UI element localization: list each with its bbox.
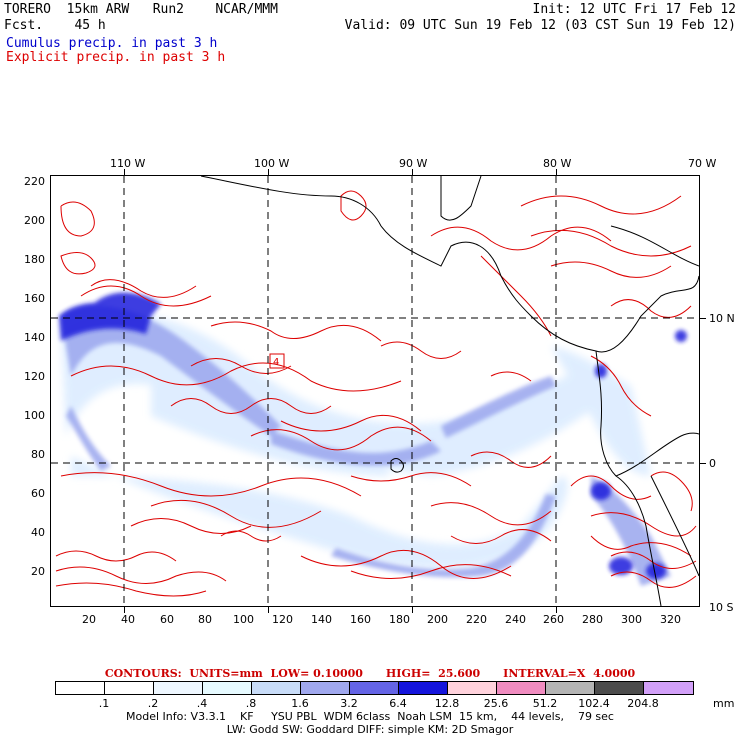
cumulus-shading-dark: [59, 292, 687, 579]
cumulus-shading-medium: [61, 306, 671, 586]
box-marker: 4: [269, 353, 285, 369]
y-tick-label: 100: [24, 409, 45, 422]
model-info-line1: Model Info: V3.3.1 KF YSU PBL WDM 6class…: [126, 710, 614, 723]
y-tick-label: 80: [31, 448, 45, 461]
colorbar-swatch: [301, 682, 350, 694]
model-title: TORERO 15km ARW Run2 NCAR/MMM: [4, 2, 278, 17]
colorbar-swatch: [399, 682, 448, 694]
x-tick-label: 60: [160, 613, 174, 626]
lon-label-100w: 100 W: [254, 157, 290, 170]
x-tick-label: 140: [311, 613, 332, 626]
colorbar-label: .4: [196, 697, 208, 710]
x-tick-label: 100: [233, 613, 254, 626]
colorbar-swatch: [448, 682, 497, 694]
x-tick-label: 280: [582, 613, 603, 626]
lat-label-0: 0: [709, 457, 716, 470]
x-tick-label: 200: [427, 613, 448, 626]
colorbar-label: 25.6: [483, 697, 509, 710]
colorbar-label: .1: [98, 697, 110, 710]
forecast-hour: Fcst. 45 h: [4, 18, 106, 33]
svg-text:4: 4: [273, 357, 279, 368]
colorbar-swatch: [252, 682, 301, 694]
colorbar-swatch: [644, 682, 693, 694]
colorbar-label: .8: [245, 697, 257, 710]
y-tick-label: 120: [24, 370, 45, 383]
x-tick-label: 260: [543, 613, 564, 626]
x-tick-label: 320: [660, 613, 681, 626]
x-tick-label: 220: [466, 613, 487, 626]
colorbar-label: 1.6: [291, 697, 309, 710]
x-tick-label: 300: [621, 613, 642, 626]
y-tick-label: 180: [24, 253, 45, 266]
colorbar-label: 51.2: [532, 697, 558, 710]
y-tick-label: 220: [24, 175, 45, 188]
colorbar-label: 12.8: [434, 697, 460, 710]
x-tick-label: 20: [82, 613, 96, 626]
init-time: Init: 12 UTC Fri 17 Feb 12: [532, 2, 737, 17]
colorbar-label: 102.4: [578, 697, 610, 710]
precip-map: 4: [50, 175, 700, 607]
lon-label-110w: 110 W: [110, 157, 146, 170]
lon-label-70w: 70 W: [688, 157, 717, 170]
colorbar-label: 3.2: [340, 697, 358, 710]
colorbar-swatch: [154, 682, 203, 694]
y-tick-label: 200: [24, 214, 45, 227]
model-info-line2: LW: Godd SW: Goddard DIFF: simple KM: 2D…: [226, 723, 514, 736]
colorbar-swatch: [546, 682, 595, 694]
explicit-label: Explicit precip. in past 3 h: [6, 50, 226, 65]
x-tick-label: 40: [121, 613, 135, 626]
contours-legend: CONTOURS: UNITS=mm LOW= 0.10000 HIGH= 25…: [104, 667, 636, 680]
lat-lon-grid: [51, 176, 699, 606]
lat-label-10n: 10 N: [709, 312, 735, 325]
lon-label-90w: 90 W: [399, 157, 428, 170]
map-canvas: 4: [51, 176, 699, 606]
x-tick-label: 240: [505, 613, 526, 626]
colorbar-swatch: [203, 682, 252, 694]
precip-colorbar: [55, 681, 694, 695]
colorbar-label: .2: [147, 697, 159, 710]
x-tick-label: 120: [272, 613, 293, 626]
lon-label-80w: 80 W: [543, 157, 572, 170]
lat-label-10s: 10 S: [709, 601, 734, 614]
colorbar-swatch: [595, 682, 644, 694]
y-tick-label: 160: [24, 292, 45, 305]
coastlines: [200, 176, 699, 606]
y-tick-label: 40: [31, 526, 45, 539]
colorbar-swatch: [105, 682, 154, 694]
colorbar-swatch: [56, 682, 105, 694]
explicit-contours: [55, 190, 697, 597]
colorbar-label: 204.8: [627, 697, 659, 710]
valid-time: Valid: 09 UTC Sun 19 Feb 12 (03 CST Sun …: [344, 18, 736, 33]
y-tick-label: 60: [31, 487, 45, 500]
y-tick-label: 140: [24, 331, 45, 344]
x-tick-label: 160: [350, 613, 371, 626]
colorbar-units: mm: [713, 697, 735, 710]
colorbar-swatch: [497, 682, 546, 694]
colorbar-swatch: [350, 682, 399, 694]
cumulus-label: Cumulus precip. in past 3 h: [6, 36, 218, 51]
x-tick-label: 180: [389, 613, 410, 626]
x-tick-label: 80: [198, 613, 212, 626]
y-tick-label: 20: [31, 565, 45, 578]
colorbar-label: 6.4: [389, 697, 407, 710]
